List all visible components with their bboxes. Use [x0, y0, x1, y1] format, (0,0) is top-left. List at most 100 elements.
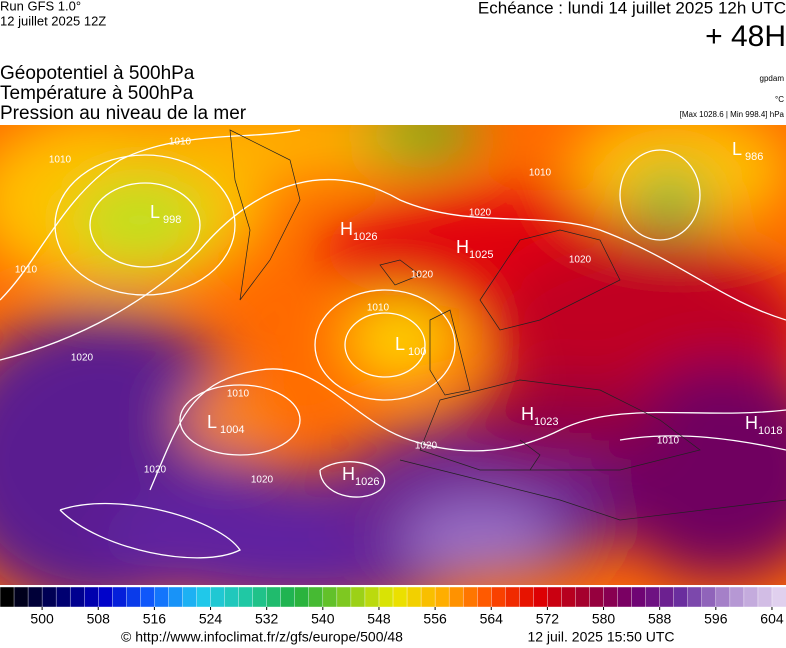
isobar-label: 1010 [49, 155, 72, 166]
isobar-labels: 1010 1010 1020 1020 1010 1020 1010 1020 1020 1020… [15, 137, 680, 486]
colorbar-cell [477, 586, 492, 608]
center-symbol: L [207, 412, 217, 432]
colorbar-tick-label: 532 [255, 611, 279, 627]
colorbar-cell [0, 586, 15, 608]
colorbar-cell [743, 586, 759, 608]
colorbar-cell [505, 586, 521, 608]
colorbar-tick-label: 548 [367, 611, 391, 627]
run-date: 12 juillet 2025 12Z [0, 13, 106, 28]
colorbar-cell [84, 586, 99, 608]
colorbar-cell [491, 586, 506, 608]
colorbar-cell [224, 586, 240, 608]
center-value: 1026 [355, 476, 379, 488]
colorbar-tick-label: 580 [592, 611, 616, 627]
colorbar-cell [434, 586, 450, 608]
isobar-label: 1020 [469, 208, 492, 219]
colorbar-cell [168, 586, 184, 608]
center-symbol: H [342, 464, 355, 484]
colorbar-cell [392, 586, 408, 608]
center-value: 986 [745, 151, 763, 163]
source-url: © http://www.infoclimat.fr/z/gfs/europe/… [121, 629, 403, 645]
isobar-label: 1020 [415, 441, 438, 452]
colorbar-tick-label: 540 [311, 611, 335, 627]
colorbar-cell [729, 586, 745, 608]
colorbar-cell [196, 586, 212, 608]
colorbar-cell [308, 586, 324, 608]
isobars [0, 129, 786, 559]
colorbar-cell [378, 586, 394, 608]
colorbar-cell [13, 586, 29, 608]
colorbar-cell [322, 586, 338, 608]
colorbar-cell [519, 586, 535, 608]
colorbar-cell [659, 586, 675, 608]
colorbar-cell [462, 586, 478, 608]
center-symbol: L [150, 202, 160, 222]
isobar-label: 1020 [569, 255, 592, 266]
colorbar-cell [645, 586, 661, 608]
colorbar-cell [182, 586, 198, 608]
colorbar-cell [603, 586, 619, 608]
timestamp: 12 juil. 2025 15:50 UTC [527, 629, 674, 645]
isobar-label: 1010 [15, 265, 38, 276]
colorbar-cell [210, 586, 226, 608]
field-title: Pression au niveau de la mer [0, 103, 247, 124]
colorbar-cell [364, 586, 380, 608]
colorbar-cell [617, 586, 633, 608]
lead-time: + 48H [705, 20, 786, 53]
unit-label: °C [775, 95, 784, 104]
colorbar-tick-label: 500 [30, 611, 54, 627]
colorbar-tick-label: 524 [199, 611, 223, 627]
center-symbol: H [745, 413, 758, 433]
isobar-label: 1020 [144, 465, 167, 476]
colorbar-tick-label: 596 [704, 611, 728, 627]
colorbar-cell [126, 586, 142, 608]
run-label: Run GFS 1.0° [0, 0, 81, 13]
colorbar-cell [715, 586, 731, 608]
colorbar-tick-label: 556 [423, 611, 447, 627]
isobar-label: 1010 [367, 303, 390, 314]
colorbar-cell [673, 586, 689, 608]
coastlines [229, 129, 786, 521]
field-title: Température à 500hPa [0, 83, 194, 104]
colorbar-cell [575, 586, 591, 608]
colorbar-cell [238, 586, 254, 608]
center-value: 1025 [469, 249, 493, 261]
colorbar-cell [294, 586, 310, 608]
colorbar-cell [98, 586, 113, 608]
center-symbol: L [395, 334, 405, 354]
colorbar-tick-label: 516 [143, 611, 167, 627]
colorbar-cell [589, 586, 605, 608]
colorbar-cell [448, 586, 464, 608]
isobar-label: 1020 [411, 270, 434, 281]
colorbar-cell [406, 586, 422, 608]
colorbar-cell [757, 586, 773, 608]
isobar-label: 1020 [71, 353, 94, 364]
colorbar-cell [561, 586, 577, 608]
isobar-label: 1010 [657, 436, 680, 447]
valid-time: Echéance : lundi 14 juillet 2025 12h UTC [478, 0, 786, 17]
center-symbol: H [340, 219, 353, 239]
colorbar-tick-label: 564 [480, 611, 504, 627]
colorbar-cell [420, 586, 436, 608]
isobar-label: 1010 [529, 168, 552, 179]
colorbar-cell [154, 586, 170, 608]
colorbar-cell [69, 586, 85, 608]
colorbar-cell [701, 586, 717, 608]
colorbar: 500 508 516 524 532 540 548 556 564 572 580 588 596 6… [0, 586, 786, 627]
center-value: 1023 [534, 416, 558, 428]
colorbar-cell [687, 586, 703, 608]
center-symbol: H [521, 404, 534, 424]
colorbar-cell [350, 586, 366, 608]
center-value: 1026 [353, 231, 377, 243]
isobar-label: 1010 [227, 389, 250, 400]
center-value: 998 [163, 214, 181, 226]
pressure-range: [Max 1028.6 | Min 998.4] hPa [680, 110, 785, 119]
colorbar-tick-label: 508 [87, 611, 111, 627]
colorbar-cell [631, 586, 647, 608]
colorbar-tick-label: 588 [648, 611, 672, 627]
colorbar-cell [41, 586, 57, 608]
isobar-label: 1010 [169, 137, 192, 148]
colorbar-cell [336, 586, 352, 608]
